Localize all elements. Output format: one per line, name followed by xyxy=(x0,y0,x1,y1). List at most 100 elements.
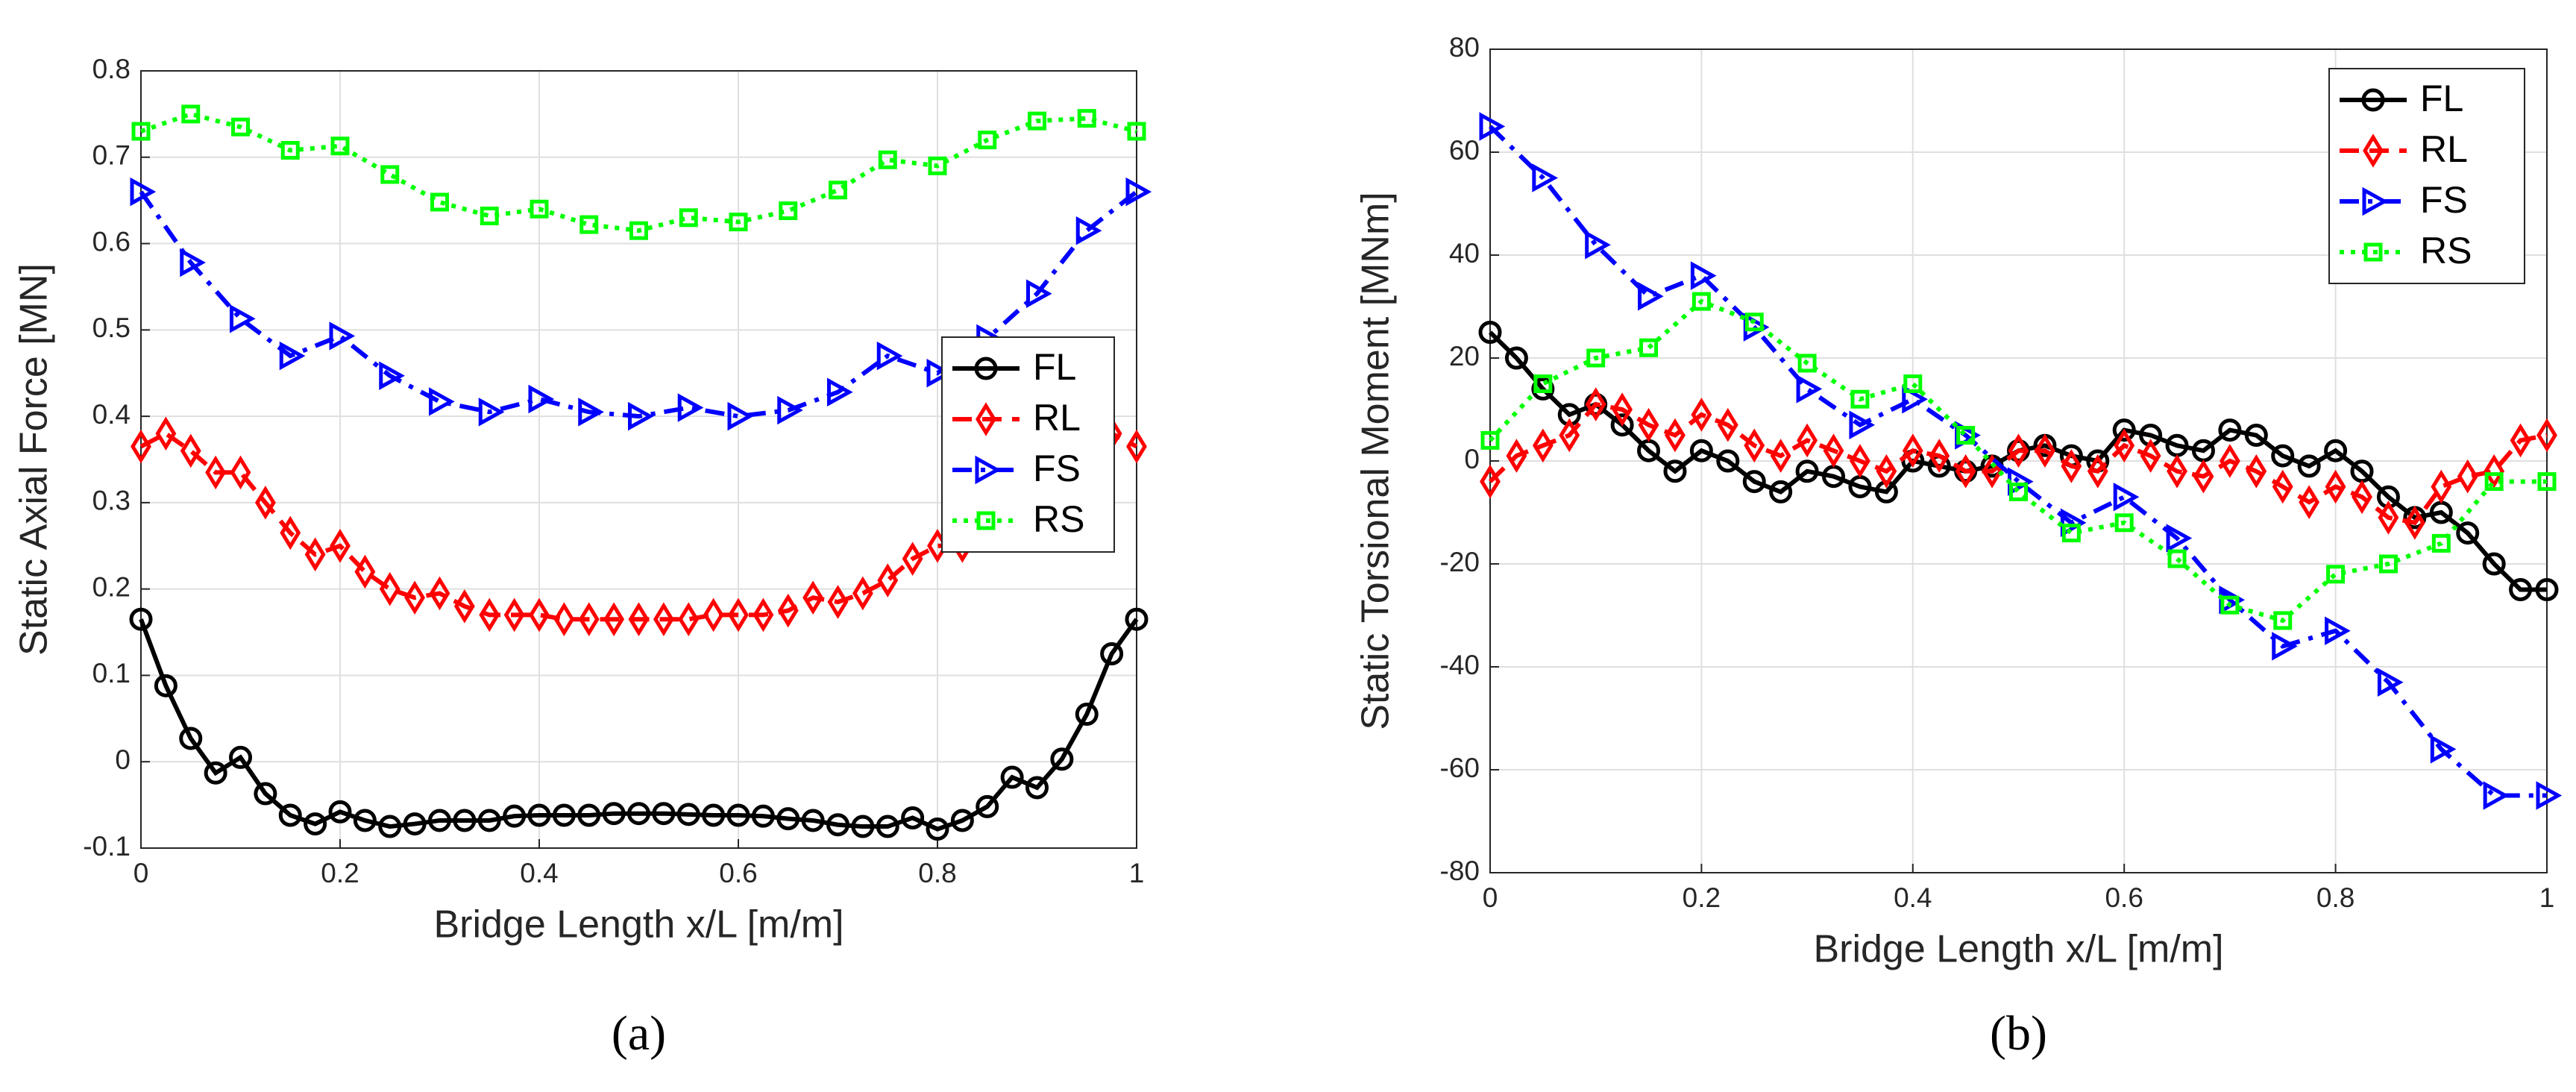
marker xyxy=(2034,433,2055,468)
marker xyxy=(852,576,873,611)
marker xyxy=(2220,595,2240,615)
marker xyxy=(330,528,351,563)
marker xyxy=(578,602,600,636)
marker xyxy=(254,486,276,520)
marker xyxy=(2484,454,2505,489)
marker xyxy=(652,802,676,826)
x-tick-label: 0.2 xyxy=(1683,882,1721,913)
marker xyxy=(304,537,326,572)
marker xyxy=(1612,392,1633,427)
marker xyxy=(2509,578,2533,601)
marker xyxy=(1639,338,1659,357)
caption: (b) xyxy=(1990,1006,2047,1061)
marker xyxy=(2167,549,2187,568)
marker xyxy=(280,141,300,160)
marker xyxy=(653,602,674,636)
marker xyxy=(1956,426,1976,445)
y-tick-label: 0.5 xyxy=(92,313,131,343)
marker xyxy=(950,809,974,832)
marker xyxy=(2377,668,2404,697)
marker xyxy=(1504,346,1528,370)
x-tick-label: 1 xyxy=(1129,858,1145,888)
series-line xyxy=(140,111,1137,233)
marker xyxy=(1585,387,1606,421)
marker xyxy=(205,455,227,490)
marker xyxy=(1610,413,1634,437)
marker xyxy=(129,607,153,631)
marker xyxy=(1795,459,1819,483)
marker xyxy=(453,809,477,832)
marker xyxy=(278,803,302,827)
marker xyxy=(2457,459,2478,494)
marker xyxy=(751,804,775,828)
marker xyxy=(628,602,650,636)
marker xyxy=(2325,469,2346,504)
marker xyxy=(1077,109,1096,128)
marker xyxy=(2167,454,2187,489)
marker xyxy=(2008,433,2029,468)
marker xyxy=(230,304,256,333)
marker xyxy=(155,416,177,451)
marker xyxy=(380,165,400,184)
marker xyxy=(777,395,803,425)
marker xyxy=(877,563,899,597)
marker xyxy=(131,429,151,464)
y-tick-label: 0.6 xyxy=(92,226,131,257)
marker xyxy=(2484,472,2504,492)
y-tick-label: -40 xyxy=(1440,650,1480,680)
y-tick-label: 40 xyxy=(1449,238,1480,269)
marker xyxy=(978,131,997,150)
marker xyxy=(2431,533,2451,553)
marker xyxy=(829,181,847,200)
marker xyxy=(753,597,774,633)
legend-marker xyxy=(974,357,998,380)
legend-label: RS xyxy=(2420,230,2472,272)
series-line xyxy=(1488,401,2548,526)
legend-label: RL xyxy=(1033,397,1081,439)
marker xyxy=(530,199,549,219)
marker xyxy=(503,597,525,633)
y-tick-label: -0.1 xyxy=(83,831,131,862)
marker xyxy=(2324,439,2348,462)
y-tick-label: -20 xyxy=(1440,547,1480,577)
y-tick-label: 0.4 xyxy=(92,399,131,430)
marker xyxy=(851,815,875,838)
marker xyxy=(2060,508,2087,538)
marker xyxy=(1025,776,1049,800)
x-tick-label: 0 xyxy=(1483,882,1498,913)
marker xyxy=(876,815,899,838)
marker xyxy=(2510,423,2531,458)
marker xyxy=(2352,480,2372,515)
marker xyxy=(179,727,203,750)
x-tick-label: 0.6 xyxy=(2105,882,2143,913)
marker xyxy=(1533,374,1553,393)
legend-box xyxy=(2328,68,2525,284)
marker xyxy=(1479,112,1506,141)
marker xyxy=(130,177,157,207)
y-tick-label: 0.1 xyxy=(92,658,131,688)
marker xyxy=(602,802,626,826)
marker xyxy=(1902,384,1928,414)
marker xyxy=(1075,703,1099,727)
marker xyxy=(1125,607,1149,631)
marker xyxy=(2378,501,2399,535)
marker xyxy=(1689,439,1713,462)
marker xyxy=(578,398,604,427)
legend-label: FS xyxy=(2420,179,2468,221)
marker xyxy=(329,321,356,351)
marker xyxy=(2114,428,2135,463)
marker xyxy=(181,104,201,124)
marker xyxy=(231,117,250,136)
marker xyxy=(1638,407,1659,442)
marker xyxy=(1125,177,1152,207)
marker xyxy=(477,809,501,832)
marker xyxy=(1744,313,1764,332)
marker xyxy=(2297,454,2321,478)
marker xyxy=(131,122,151,141)
marker xyxy=(1478,321,1502,344)
marker xyxy=(1717,407,1738,442)
x-tick-label: 1 xyxy=(2539,882,2555,913)
marker xyxy=(379,361,405,390)
marker xyxy=(1480,430,1500,450)
